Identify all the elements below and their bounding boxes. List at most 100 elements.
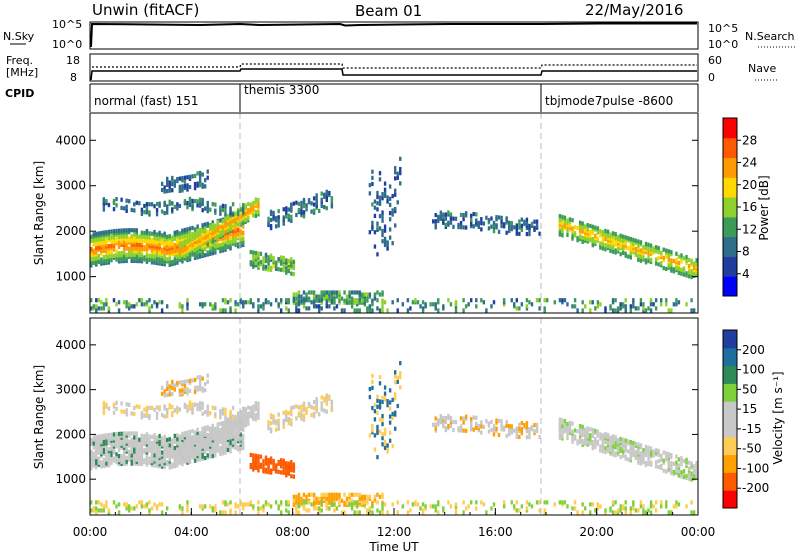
colorbar-swatch [723,454,737,473]
velocity-cell [348,492,351,497]
power-cell [198,183,202,188]
power-cell [307,306,311,311]
power-cell [487,218,491,223]
power-cell [518,306,521,311]
power-cell [439,214,442,219]
power-cell [105,302,108,307]
velocity-cell [604,450,607,455]
velocity-cell [482,424,486,429]
velocity-cell [133,455,136,460]
velocity-cell [110,460,113,466]
velocity-cell [257,506,260,511]
velocity-cell [523,422,526,428]
power-cell [292,259,296,264]
velocity-cell [649,500,653,505]
power-cell [376,306,379,311]
velocity-cell [135,431,138,436]
power-cell [201,172,204,177]
power-cell [571,304,574,309]
velocity-cell [105,500,108,505]
power-cell [525,221,529,226]
power-cell [302,204,306,209]
velocity-cell [361,494,364,499]
velocity-cell [206,425,209,430]
velocity-cell [566,431,569,437]
velocity-cell [667,452,670,457]
velocity-cell [201,436,204,441]
power-cell [239,207,242,212]
power-cell [325,304,328,309]
velocity-cell [143,433,146,439]
power-cell [290,214,293,219]
velocity-cell [201,411,204,416]
power-cell [211,220,214,225]
power-cell [449,212,453,217]
power-cell [604,306,607,311]
power-cell [224,215,227,220]
velocity-cell [196,375,199,380]
velocity-cell [242,439,245,445]
velocity-cell [125,459,128,464]
power-cell [624,304,627,309]
velocity-cell [112,432,116,437]
velocity-cell [254,401,258,406]
velocity-cell [183,379,187,384]
velocity-cell [312,406,316,411]
velocity-cell [178,504,182,509]
velocity-cell [510,430,513,435]
power-cell [183,175,187,180]
power-cell [629,236,632,242]
velocity-cell [325,492,328,497]
power-cell [416,300,420,305]
power-cell [234,300,237,305]
power-cell [191,231,194,237]
power-cell [171,259,174,265]
velocity-cells [90,361,698,515]
power-cell [647,246,650,251]
power-cell [632,304,635,309]
power-cell [282,221,285,226]
power-cell [269,302,273,307]
velocity-cell [117,510,121,515]
power-cell [224,229,227,234]
power-cell [234,308,237,313]
velocity-cell [219,445,222,451]
power-cell [206,242,209,247]
power-cell [135,254,138,260]
velocity-cell [181,460,184,465]
freq-strip: Freq. [MHz] 18 8 60 0 Nave [6,53,778,84]
power-cell [193,186,197,191]
velocity-cell [312,492,316,497]
power-cell [315,294,318,299]
power-cell [90,306,93,311]
velocity-cell [581,510,584,515]
velocity-cell [325,393,328,398]
velocity-cell [176,441,179,446]
velocity-cell [619,436,622,441]
velocity-cell [589,427,592,432]
power-cell [285,210,288,215]
power-cell [176,229,179,235]
velocity-cell [470,500,473,505]
velocity-cell [515,426,518,431]
velocity-cell [128,504,131,509]
velocity-cell [619,446,622,452]
velocity-cell [629,446,632,451]
power-cell [654,261,658,266]
colorbar-swatch [723,197,737,218]
power-cell [454,216,458,221]
velocity-cell [639,504,643,509]
power-cell [391,208,394,213]
power-cell [376,190,379,196]
velocity-cell [145,460,149,465]
velocity-cell [285,413,288,419]
velocity-cell [105,461,108,466]
velocity-cell [312,412,316,417]
power-cell [160,181,164,186]
power-cell [252,260,255,265]
velocity-cell [267,420,270,425]
power-cell [492,220,496,226]
power-cell [328,296,331,301]
power-cell [381,308,384,313]
power-cell [216,226,220,231]
